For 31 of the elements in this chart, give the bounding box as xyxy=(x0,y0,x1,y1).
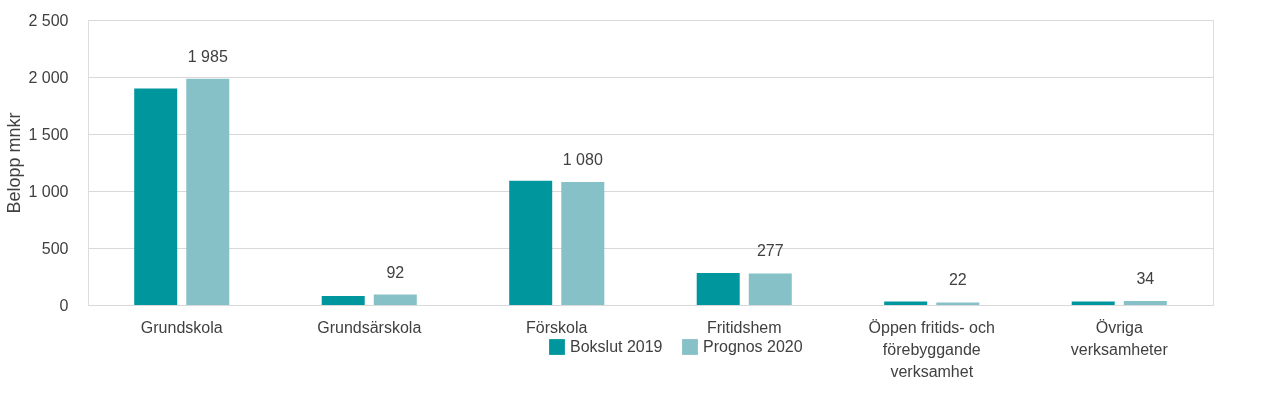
data-label: 1 080 xyxy=(562,150,603,168)
bar xyxy=(509,180,553,305)
legend-label: Bokslut 2019 xyxy=(570,338,663,355)
data-label: 277 xyxy=(756,242,784,260)
bar xyxy=(696,273,740,305)
x-tick-label: Övriga verksamheter xyxy=(1070,318,1169,358)
y-tick-label: 2 500 xyxy=(28,11,69,29)
x-tick-label: Förskola xyxy=(526,318,588,336)
y-tick-label: 1 500 xyxy=(28,125,69,143)
data-label: 34 xyxy=(1136,270,1155,288)
x-tick-label: Öppen fritids- och förebyggande verksamhet xyxy=(868,318,995,380)
bar xyxy=(748,273,792,305)
x-tick-label: Grundskola xyxy=(140,318,223,336)
y-tick-label: 0 xyxy=(59,296,69,314)
y-tick-label: 1 000 xyxy=(28,182,69,200)
data-label: 1 985 xyxy=(187,47,228,65)
bar xyxy=(134,88,178,305)
y-axis-title: Belopp mnkr xyxy=(4,112,25,214)
bar xyxy=(936,302,980,305)
bar xyxy=(186,78,230,305)
y-tick-label: 500 xyxy=(41,239,69,257)
bar xyxy=(321,295,365,305)
data-label: 22 xyxy=(948,271,967,289)
legend-label: Prognos 2020 xyxy=(703,338,803,355)
bar xyxy=(561,181,605,305)
bar xyxy=(373,294,417,305)
x-tick-label: Grundsärskola xyxy=(317,318,422,336)
x-tick-label: Fritidshem xyxy=(706,318,782,336)
y-tick-label: 2 000 xyxy=(28,68,69,86)
data-label: 92 xyxy=(386,263,405,281)
bar xyxy=(1123,301,1167,305)
